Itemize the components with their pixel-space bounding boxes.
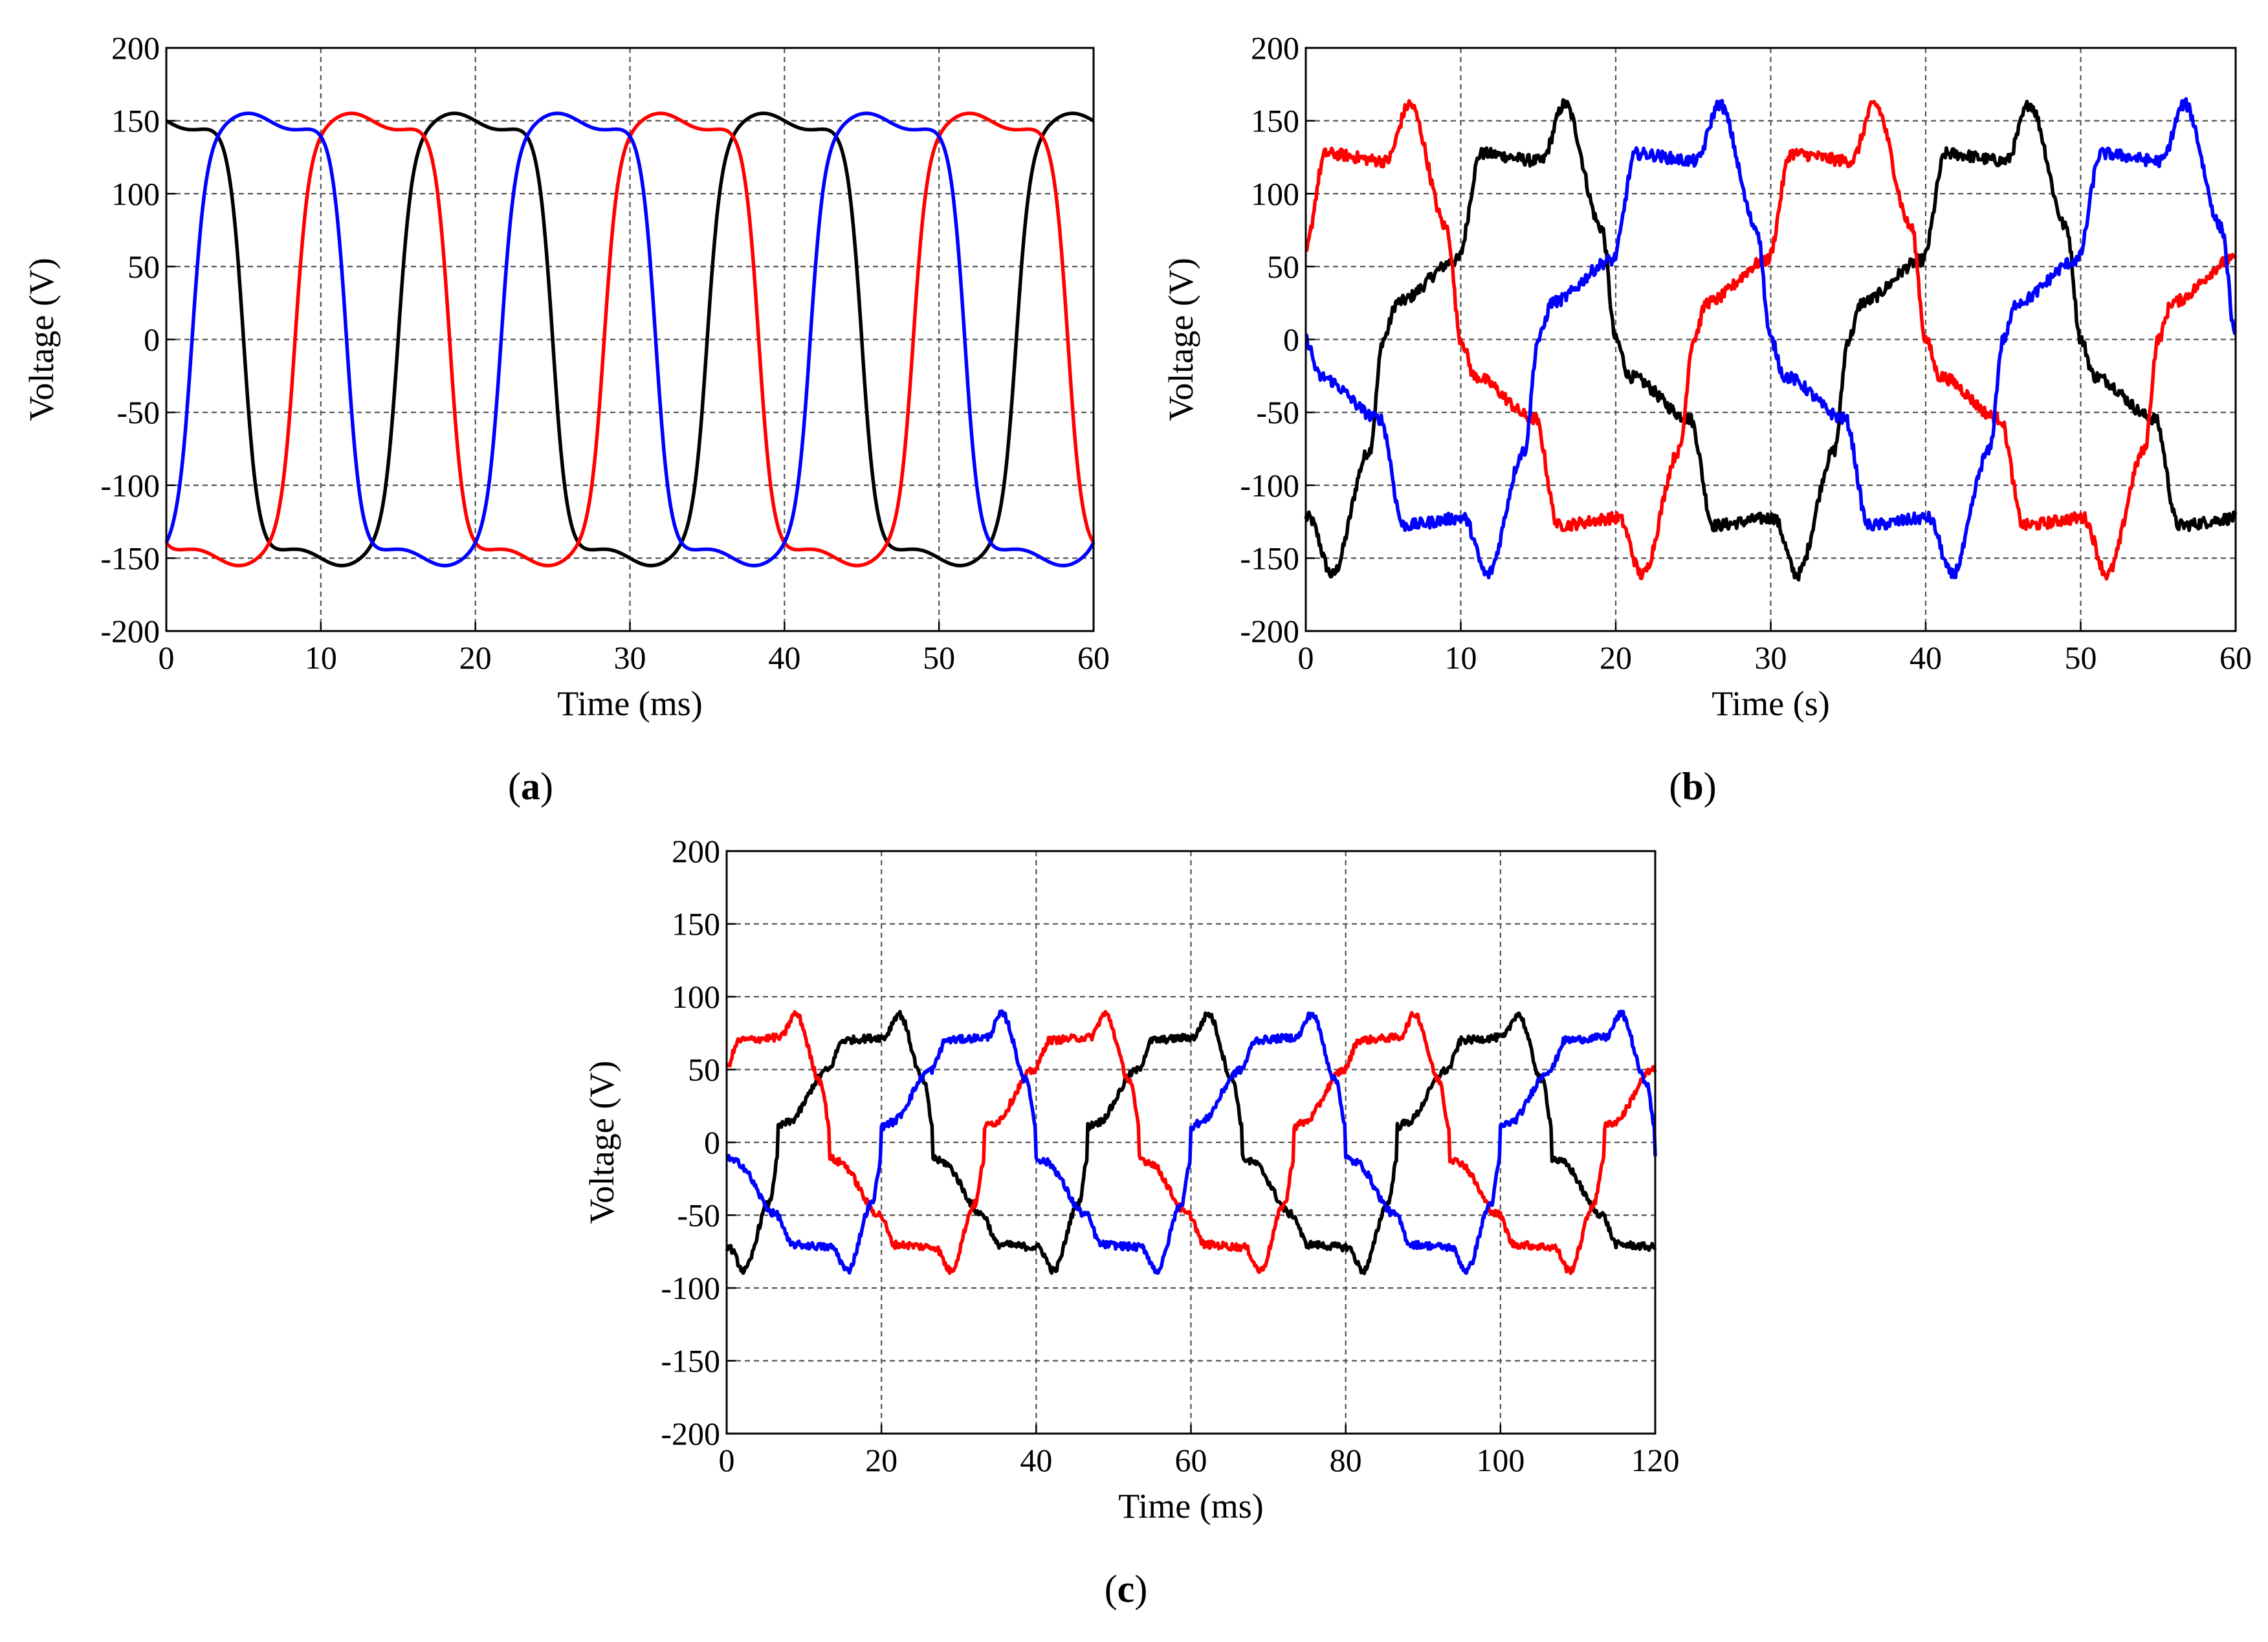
y-tick-label: -150: [661, 1343, 720, 1379]
y-tick-label: 200: [1251, 30, 1299, 66]
y-tick-label: 0: [704, 1124, 720, 1160]
y-tick-label: -50: [677, 1197, 720, 1234]
y-tick-label: -100: [1240, 467, 1299, 504]
x-tick-label: 10: [305, 639, 337, 676]
x-tick-label: 60: [2219, 639, 2252, 676]
series-line-phase-red: [725, 1010, 1657, 1276]
x-tick-label: 30: [1755, 639, 1787, 676]
x-tick-label: 10: [1445, 639, 1477, 676]
panel-label: (b): [1669, 765, 1716, 808]
x-axis-title: Time (ms): [557, 684, 703, 723]
y-tick-label: -200: [100, 613, 160, 649]
y-tick-label: -150: [100, 540, 160, 576]
y-tick-label: -200: [1240, 613, 1299, 649]
y-tick-label: -100: [100, 467, 160, 504]
chart-panel-c: 0 20 40 60 80 100 120 -200 -150 -100 -50 0 50 100 150 2…: [582, 833, 1680, 1610]
y-tick-label: 50: [688, 1052, 720, 1088]
y-tick-label: -50: [1256, 394, 1299, 430]
series-line-phase-black: [165, 111, 1095, 568]
x-tick-label: 20: [1600, 639, 1632, 676]
x-tick-label: 120: [1631, 1442, 1680, 1478]
y-tick-label: -150: [1240, 540, 1299, 576]
y-axis-title: Voltage (V): [582, 1061, 621, 1224]
panel-label: (c): [1105, 1568, 1148, 1610]
x-tick-label: 0: [159, 639, 175, 676]
y-tick-label: 150: [1251, 103, 1299, 139]
y-tick-label: 100: [1251, 175, 1299, 212]
x-tick-label: 60: [1175, 1442, 1207, 1478]
x-tick-label: 40: [1910, 639, 1942, 676]
series-line-phase-blue: [1304, 97, 2237, 580]
x-tick-label: 0: [1298, 639, 1314, 676]
series-line-phase-blue: [725, 1009, 1657, 1275]
series-line-phase-blue: [164, 111, 1095, 568]
y-tick-label: 50: [127, 249, 160, 285]
y-tick-label: 0: [1283, 322, 1299, 358]
y-tick-label: 200: [672, 833, 720, 869]
x-tick-label: 40: [1020, 1442, 1052, 1478]
chart-panel-a: 0 10 20 30 40 50 60 -200 -150 -100 -50 0 50 100 150 200…: [22, 30, 1110, 808]
x-tick-label: 20: [459, 639, 492, 676]
x-tick-label: 0: [719, 1442, 735, 1478]
y-axis-title: Voltage (V): [22, 258, 61, 421]
chart-panel-b: 0 10 20 30 40 50 60 -200 -150 -100 -50 0 50 100 150 200…: [1162, 30, 2252, 808]
y-tick-label: -100: [661, 1270, 720, 1306]
x-tick-label: 50: [2065, 639, 2097, 676]
x-tick-label: 100: [1476, 1442, 1525, 1478]
panel-label: (a): [508, 765, 553, 808]
y-tick-label: -50: [116, 394, 160, 430]
series-line-phase-black: [1304, 98, 2238, 582]
series-line-phase-black: [725, 1010, 1657, 1276]
y-tick-label: 150: [111, 103, 160, 139]
x-axis-title: Time (ms): [1118, 1487, 1264, 1526]
x-axis-title: Time (s): [1712, 684, 1830, 723]
x-tick-label: 20: [865, 1442, 897, 1478]
y-tick-label: 50: [1267, 249, 1299, 285]
x-tick-label: 30: [614, 639, 646, 676]
y-tick-label: -200: [661, 1415, 720, 1452]
y-tick-label: 100: [672, 979, 720, 1015]
x-tick-label: 50: [923, 639, 955, 676]
series-line-phase-red: [1305, 98, 2238, 581]
y-axis-title: Voltage (V): [1162, 258, 1200, 421]
x-tick-label: 80: [1330, 1442, 1362, 1478]
x-tick-label: 60: [1077, 639, 1110, 676]
x-tick-label: 40: [768, 639, 800, 676]
y-tick-label: 150: [672, 906, 720, 942]
y-tick-label: 200: [111, 30, 160, 66]
y-tick-label: 100: [111, 175, 160, 212]
y-tick-label: 0: [144, 322, 160, 358]
